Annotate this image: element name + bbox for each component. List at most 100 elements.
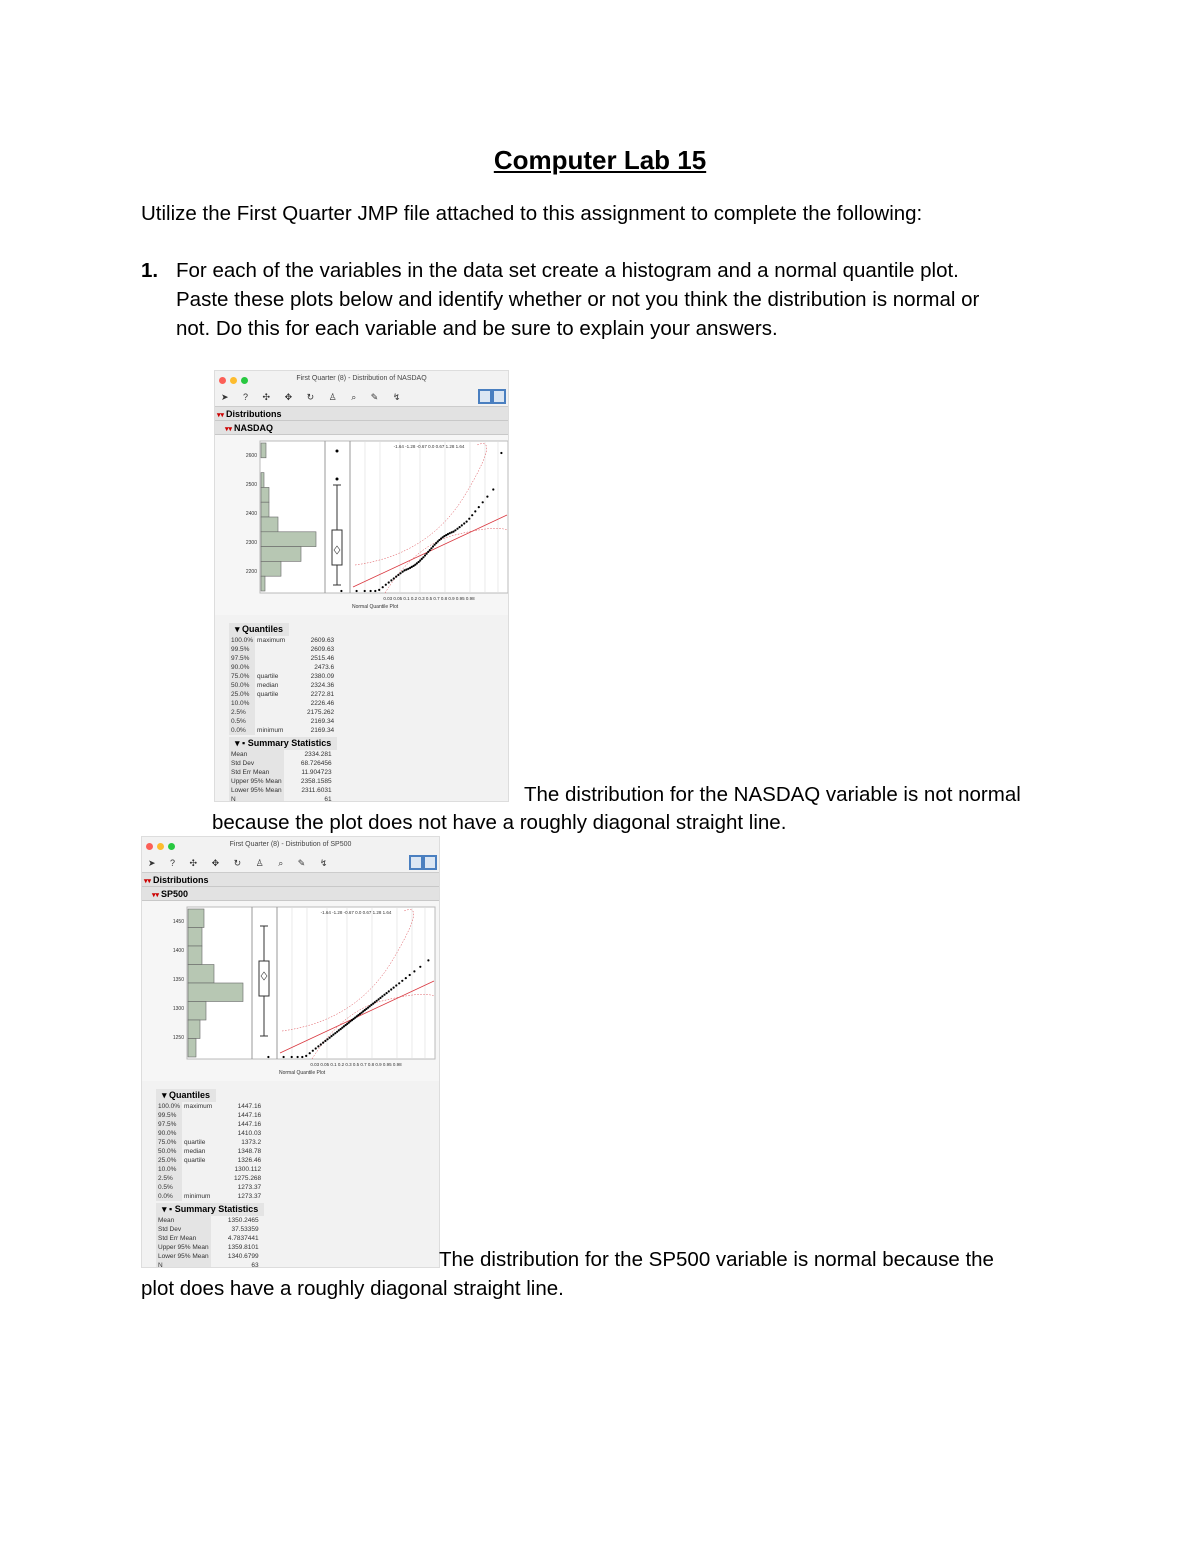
table-cell: 0.5%	[229, 717, 256, 726]
quantile-point	[454, 529, 457, 532]
histogram-bar	[187, 1038, 197, 1058]
quantile-point	[433, 543, 436, 546]
histogram-bar	[260, 561, 282, 577]
quantile-point	[409, 566, 412, 569]
quantile-point	[305, 1054, 308, 1057]
sp500-distribution-screenshot: First Quarter (8) - Distribution of SP50…	[141, 836, 440, 1268]
close-button[interactable]	[219, 377, 226, 384]
quantile-point	[427, 959, 430, 962]
table-row: 0.5% 1273.37	[156, 1183, 263, 1192]
confidence-band	[354, 443, 487, 566]
quantile-point	[452, 530, 455, 533]
quantile-point	[354, 1016, 357, 1019]
table-row: Std Err Mean 4.7837441	[156, 1234, 261, 1243]
table-cell: 2358.1585	[300, 778, 332, 785]
layout-icon-2[interactable]	[492, 389, 506, 404]
quantile-point	[441, 536, 444, 539]
quantile-point	[443, 535, 446, 538]
table-row: 90.0% 1410.03	[156, 1129, 263, 1138]
quantile-point	[311, 1049, 314, 1052]
table-cell: N	[156, 1261, 211, 1267]
histogram-bar	[187, 1001, 207, 1021]
distribution-plot: 2600 2500 2400 2300 2200 -1.64 -1.28 -0.67 0.…	[215, 435, 508, 615]
table-cell: N	[229, 795, 284, 801]
quantile-point	[463, 522, 466, 525]
quantile-point	[403, 569, 406, 572]
table-cell: 2169.34	[310, 718, 335, 725]
close-button[interactable]	[146, 843, 153, 850]
quantiles-table: 100.0% maximum 2609.63 99.5% 2609.63 97.5% 251…	[229, 636, 336, 735]
outlier-point	[335, 449, 339, 453]
question-line: not. Do this for each variable and be su…	[176, 317, 778, 340]
quantile-point	[267, 1055, 270, 1059]
summary-statistics-header: ▾ ▪ Summary Statistics	[156, 1203, 265, 1216]
quantile-point	[413, 970, 416, 973]
table-cell	[255, 699, 305, 708]
y-tick-label: 2200	[246, 569, 257, 575]
window-title-bar: First Quarter (8) - Distribution of SP50…	[142, 837, 439, 853]
table-cell: 2473.6	[314, 664, 335, 671]
histogram-bar	[187, 1019, 201, 1039]
table-cell: 2169.34	[310, 727, 335, 734]
quantile-point	[363, 589, 366, 593]
outlier-point	[335, 477, 339, 481]
layout-icon[interactable]	[478, 389, 492, 404]
axis-label: Normal Quantile Plot	[279, 1070, 326, 1076]
table-row: 2.5% 1275.268	[156, 1174, 263, 1183]
quantile-point	[492, 488, 495, 491]
quantiles-header: ▾ Quantiles	[229, 623, 290, 636]
quantile-point	[427, 550, 430, 553]
plot-panel: 1450 1400 1350 1300 1250 -1.64 -1.28 -0.67 0.…	[142, 901, 439, 1081]
maximize-button[interactable]	[168, 843, 175, 850]
layout-icon[interactable]	[409, 855, 423, 870]
quantile-point	[355, 589, 358, 593]
table-cell: median	[184, 1148, 206, 1155]
layout-buttons	[409, 855, 437, 877]
quantile-point	[374, 589, 377, 593]
quantile-point	[350, 1019, 354, 1022]
minimize-button[interactable]	[230, 377, 237, 384]
table-row: Std Dev 68.726456	[229, 759, 334, 768]
table-row: 0.0% minimum 2169.34	[229, 726, 336, 735]
quantile-point	[372, 1002, 375, 1005]
table-cell: Std Dev	[229, 759, 284, 768]
histogram-bar	[187, 927, 203, 947]
table-cell: 37.53359	[231, 1226, 259, 1233]
table-cell: 50.0%	[229, 681, 256, 690]
minimize-button[interactable]	[157, 843, 164, 850]
table-row: Mean 1350.2465	[156, 1216, 261, 1225]
table-cell: 10.0%	[229, 699, 256, 708]
table-row: 99.5% 1447.16	[156, 1111, 263, 1120]
mean-diamond	[333, 545, 341, 555]
table-row: 75.0% quartile 2380.09	[229, 672, 336, 681]
histogram-bar	[260, 442, 267, 459]
quantile-point	[408, 973, 411, 977]
confidence-band	[311, 994, 435, 1060]
quantile-point	[486, 495, 489, 498]
y-tick-label: 1300	[173, 1006, 184, 1012]
quantile-point	[415, 562, 418, 565]
table-cell: 2515.46	[310, 655, 335, 662]
table-row: N 61	[229, 795, 334, 801]
y-tick-label: 1400	[173, 948, 184, 954]
quantile-point	[450, 531, 453, 534]
quantile-point	[282, 1055, 285, 1059]
table-cell: 1373.2	[241, 1139, 262, 1146]
quantile-point	[398, 982, 401, 985]
quantile-point	[362, 1010, 365, 1013]
histogram-bar	[260, 501, 270, 518]
variable-label: SP500	[161, 889, 189, 899]
layout-icon-2[interactable]	[423, 855, 437, 870]
quantile-point	[339, 1028, 342, 1031]
table-cell: 0.0%	[229, 726, 256, 735]
quantile-point	[384, 583, 387, 586]
table-cell: 1350.2465	[227, 1217, 259, 1224]
window-controls	[219, 375, 252, 391]
table-cell: Mean	[156, 1216, 211, 1225]
intro-text: Utilize the First Quarter JMP file attac…	[141, 202, 923, 225]
quantile-point	[332, 1033, 335, 1036]
maximize-button[interactable]	[241, 377, 248, 384]
table-cell: 75.0%	[229, 672, 256, 681]
quantile-point	[431, 545, 435, 548]
quantile-point	[401, 979, 404, 982]
